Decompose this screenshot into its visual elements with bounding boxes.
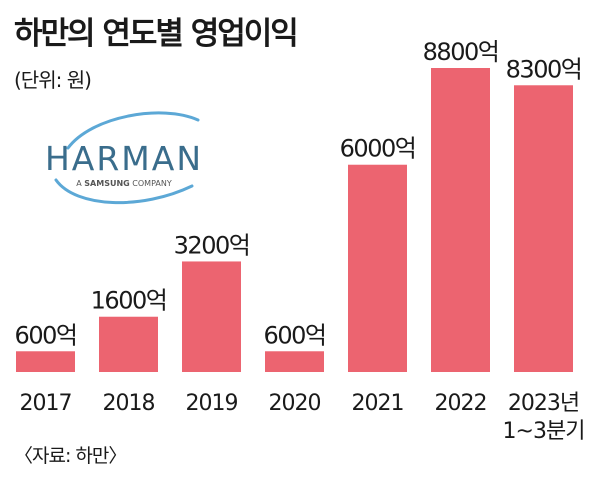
category-label-2018: 2018 — [103, 391, 155, 416]
value-label-2022: 8800억 — [423, 38, 499, 66]
value-label-2020: 600억 — [264, 321, 326, 349]
bar-2018 — [99, 316, 158, 372]
bars-group — [16, 68, 573, 372]
value-label-2018: 1600억 — [91, 287, 167, 315]
value-label-2019: 3200억 — [174, 231, 250, 259]
value-label-2017: 600억 — [15, 321, 77, 349]
logo-tagline-suffix: COMPANY — [132, 179, 172, 188]
bar-2020 — [265, 351, 324, 372]
logo-swoosh-bottom — [54, 178, 194, 205]
category-label-2021: 2021 — [352, 391, 404, 416]
bar-2022 — [431, 68, 490, 372]
category-label-2017: 2017 — [20, 391, 72, 416]
bar-2021 — [348, 164, 407, 372]
logo-swoosh-top — [66, 111, 200, 150]
category-label-2023년-line2: 1~3분기 — [503, 419, 585, 444]
source-note: 〈자료: 하만〉 — [14, 445, 127, 467]
logo-tagline-brand: SAMSUNG — [84, 179, 129, 188]
category-label-2020: 2020 — [269, 391, 321, 416]
category-label-2022: 2022 — [435, 391, 487, 416]
category-labels-group: 2017 2018 2019 2020 2021 2022 2023년 1~3분기 — [20, 391, 586, 444]
chart-title: 하만의 연도별 영업이익 — [14, 16, 299, 52]
category-label-2023년: 2023년 — [508, 391, 579, 416]
bar-2023년 — [514, 85, 573, 372]
value-label-2021: 6000억 — [340, 135, 416, 163]
category-label-2019: 2019 — [186, 391, 238, 416]
value-label-2023년: 8300억 — [506, 55, 582, 83]
bar-2017 — [16, 351, 75, 372]
harman-logo: HARMAN A SAMSUNG COMPANY — [45, 111, 203, 205]
bar-2019 — [182, 261, 241, 372]
logo-tagline-prefix: A — [76, 179, 82, 188]
unit-label: (단위: 원) — [14, 68, 92, 92]
logo-tagline: A SAMSUNG COMPANY — [76, 179, 172, 188]
logo-wordmark: HARMAN — [45, 139, 203, 178]
